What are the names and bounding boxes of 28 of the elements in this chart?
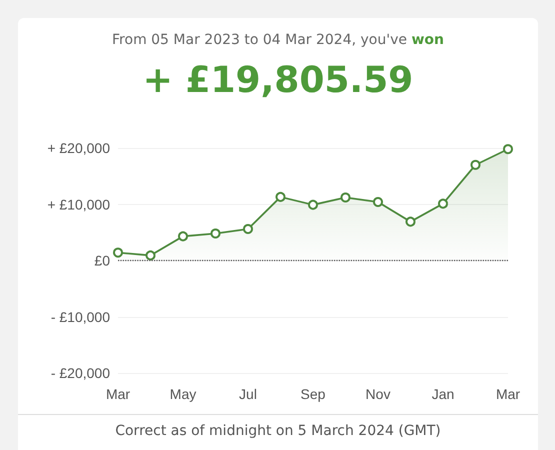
point (113, 248, 123, 258)
x-tick-label: Jul (239, 386, 257, 402)
point (373, 197, 383, 207)
y-tick-label: - £20,000 (50, 365, 110, 381)
point (308, 200, 318, 210)
point (340, 192, 350, 202)
point (503, 144, 513, 154)
chart-subtitle: From 05 Mar 2023 to 04 Mar 2024, you've won (111, 32, 445, 48)
x-tick-label: May (170, 386, 196, 402)
x-tick-label: Sep (300, 386, 326, 402)
y-tick-label: + £10,000 (47, 196, 110, 212)
point (178, 231, 188, 242)
point (210, 228, 220, 238)
x-tick-label: Mar (496, 386, 520, 402)
x-tick-label: Mar (106, 386, 130, 402)
y-tick-label: £0 (94, 252, 110, 268)
point (243, 224, 253, 234)
text: Correct as of midnight on 5 March 2024 (GMT) (18, 414, 538, 439)
x-tick-label: Nov (366, 386, 390, 402)
chart-title: + £19,805.59 (142, 60, 414, 101)
point (470, 160, 480, 170)
point (406, 216, 416, 227)
point (438, 198, 448, 209)
x-tick-label: Jan (432, 386, 454, 402)
point (146, 250, 156, 260)
point (276, 192, 286, 202)
y-tick-label: + £20,000 (47, 140, 110, 156)
y-tick-label: - £10,000 (50, 308, 110, 325)
